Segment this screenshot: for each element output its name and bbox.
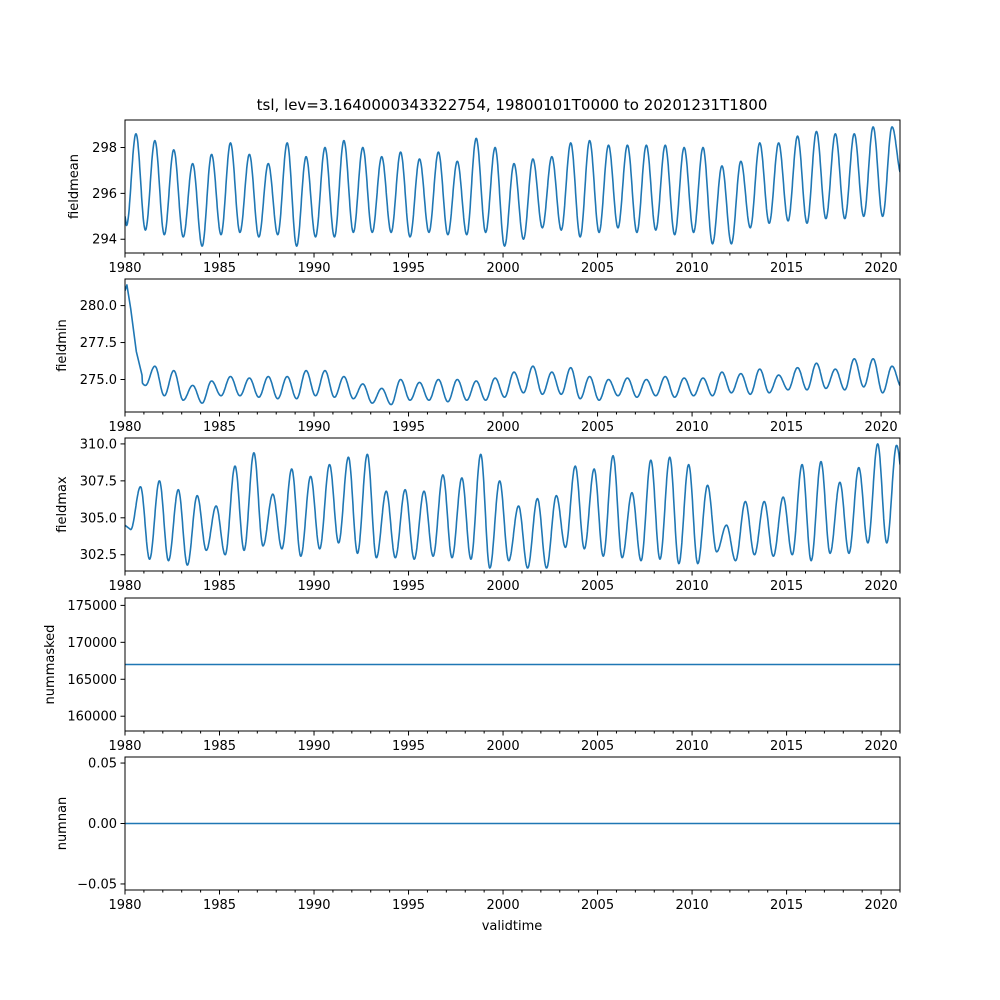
y-tick-label: 296 — [92, 187, 117, 202]
x-tick-label: 2005 — [581, 420, 614, 435]
chart-title: tsl, lev=3.1640000343322754, 19800101T00… — [257, 96, 768, 114]
y-axis-label-fieldmean: fieldmean — [67, 154, 82, 219]
y-tick-label: 302.5 — [80, 548, 117, 563]
y-tick-label: −0.05 — [77, 877, 117, 892]
x-tick-label: 1980 — [108, 739, 141, 754]
x-tick-label: 1995 — [392, 579, 425, 594]
x-tick-label: 2000 — [487, 261, 520, 276]
y-tick-label: 165000 — [67, 673, 117, 688]
y-axis-label-fieldmax: fieldmax — [55, 476, 70, 533]
subplot-stack: 1980 1985 1990 1995 2000 2005 2010 2015 2020 294 2… — [43, 119, 901, 913]
x-tick-label: 2010 — [676, 261, 709, 276]
x-tick-label: 2005 — [581, 579, 614, 594]
subplot-numnan: 1980 1985 1990 1995 2000 2005 2010 2015 2020 −0.0… — [55, 756, 901, 913]
x-tick-label: 1990 — [297, 898, 330, 913]
x-tick-label: 2000 — [487, 739, 520, 754]
plot-frame — [124, 119, 901, 254]
x-tick-label: 2015 — [770, 261, 803, 276]
x-tick-label: 2000 — [487, 579, 520, 594]
x-tick-label: 2000 — [487, 420, 520, 435]
x-tick-label: 1995 — [392, 898, 425, 913]
x-tick-label: 1985 — [203, 579, 236, 594]
y-tick-label: 277.5 — [80, 336, 117, 351]
subplot-fieldmin: 1980 1985 1990 1995 2000 2005 2010 2015 2020 275.… — [55, 278, 901, 435]
x-tick-label: 2005 — [581, 898, 614, 913]
x-tick-label: 1985 — [203, 898, 236, 913]
plot-frame — [124, 597, 901, 732]
x-tick-label: 2015 — [770, 420, 803, 435]
x-tick-label: 2015 — [770, 579, 803, 594]
y-tick-label: 307.5 — [80, 474, 117, 489]
x-tick-label: 2015 — [770, 739, 803, 754]
y-axis-label-nummasked: nummasked — [43, 625, 58, 705]
x-tick-label: 2005 — [581, 261, 614, 276]
x-tick-label: 1980 — [108, 579, 141, 594]
x-tick-label: 2020 — [865, 420, 898, 435]
x-tick-label: 2020 — [865, 579, 898, 594]
y-axis-label-numnan: numnan — [55, 797, 70, 851]
plot-frame — [124, 278, 901, 413]
y-tick-label: 294 — [92, 233, 117, 248]
x-tick-label: 2015 — [770, 898, 803, 913]
x-tick-label: 1985 — [203, 261, 236, 276]
x-tick-label: 2010 — [676, 579, 709, 594]
y-tick-label: 0.00 — [88, 817, 117, 832]
x-tick-label: 2020 — [865, 739, 898, 754]
x-tick-label: 2000 — [487, 898, 520, 913]
x-tick-label: 2020 — [865, 898, 898, 913]
series-line-fieldmean — [125, 126, 900, 247]
y-tick-label: 280.0 — [80, 299, 117, 314]
x-axis-label: validtime — [482, 919, 543, 934]
y-tick-label: 305.0 — [80, 511, 117, 526]
x-tick-label: 1995 — [392, 739, 425, 754]
x-tick-label: 2010 — [676, 898, 709, 913]
x-tick-label: 1985 — [203, 739, 236, 754]
x-tick-label: 2020 — [865, 261, 898, 276]
y-tick-label: 160000 — [67, 710, 117, 725]
series-line-fieldmax — [125, 443, 900, 569]
x-tick-label: 1990 — [297, 420, 330, 435]
x-tick-label: 1980 — [108, 261, 141, 276]
series-line-fieldmin — [125, 284, 900, 406]
x-tick-label: 1980 — [108, 898, 141, 913]
x-tick-label: 1980 — [108, 420, 141, 435]
plot-frame — [124, 437, 901, 572]
x-tick-label: 2010 — [676, 420, 709, 435]
subplot-fieldmean: 1980 1985 1990 1995 2000 2005 2010 2015 2020 294 2… — [67, 119, 901, 276]
x-tick-label: 1995 — [392, 420, 425, 435]
x-tick-label: 1990 — [297, 579, 330, 594]
x-tick-label: 1995 — [392, 261, 425, 276]
x-tick-label: 1985 — [203, 420, 236, 435]
x-tick-label: 1990 — [297, 261, 330, 276]
y-tick-label: 170000 — [67, 636, 117, 651]
x-tick-label: 2010 — [676, 739, 709, 754]
y-tick-label: 310.0 — [80, 437, 117, 452]
y-tick-label: 0.05 — [88, 757, 117, 772]
subplot-fieldmax: 1980 1985 1990 1995 2000 2005 2010 2015 2020 302.… — [55, 437, 901, 594]
y-tick-label: 275.0 — [80, 373, 117, 388]
y-tick-label: 298 — [92, 141, 117, 156]
y-tick-label: 175000 — [67, 599, 117, 614]
x-tick-label: 1990 — [297, 739, 330, 754]
x-tick-label: 2005 — [581, 739, 614, 754]
subplot-nummasked: 1980 1985 1990 1995 2000 2005 2010 2015 2020 1600… — [43, 597, 901, 754]
y-axis-label-fieldmin: fieldmin — [55, 319, 70, 372]
